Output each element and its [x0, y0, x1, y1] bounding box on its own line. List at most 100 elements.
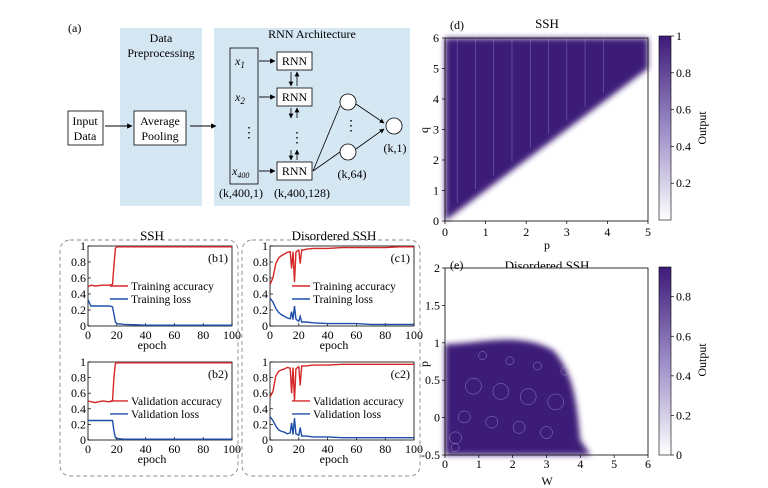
y-tick-label: 0 — [80, 319, 86, 333]
colorbar-tick-label: 0.2 — [676, 176, 691, 190]
contour-line — [547, 393, 564, 411]
x-tick-label: 0 — [85, 328, 91, 342]
x-tick-label: 6 — [645, 457, 651, 471]
y-tick-label: 0.4 — [253, 287, 268, 301]
panel-e: Disordered SSH 0 1 2 3 4 5 6-0.500.511.52 (e) … — [417, 258, 709, 488]
preprocessing-title-2: Preprocessing — [127, 46, 194, 60]
input-data-label-1: Input — [72, 114, 98, 128]
colorbar-tick-label: 1 — [676, 29, 682, 43]
legend-label: Training accuracy — [131, 281, 214, 293]
dense-neuron-bottom — [339, 143, 357, 161]
rnn-architecture-title: RNN Architecture — [268, 27, 356, 41]
rnn-cell-1-label: RNN — [282, 54, 308, 68]
y-tick-label: 1.5 — [425, 298, 440, 312]
y-tick-label: 2 — [434, 261, 440, 275]
colorbar-d-ticks: 0.2 0.4 0.6 0.8 1 — [671, 29, 691, 190]
panel-c-border — [241, 239, 421, 477]
chart-c1: 0 0.2 0.4 0.6 0.8 1 0 20 40 60 80 100 epoch (c1) Train… — [253, 239, 423, 352]
panel-d-ylabel: q — [417, 127, 431, 133]
x-tick-label: 3 — [544, 457, 550, 471]
contour-line — [560, 366, 570, 376]
subplot-label: (b1) — [208, 251, 228, 265]
x-axis-label: epoch — [138, 338, 167, 352]
contour-line — [533, 361, 542, 371]
y-tick-label: 1 — [262, 355, 268, 369]
y-tick-label: 0.2 — [71, 417, 86, 431]
dense-dots: ⋮ — [344, 119, 358, 134]
y-tick-label: 0.4 — [71, 402, 86, 416]
y-tick-label: 4 — [433, 92, 439, 106]
x-tick-label: 20 — [111, 442, 123, 456]
rnn-cell-400 — [276, 161, 313, 181]
x-tick-label: 5 — [645, 225, 651, 239]
y-tick-label: 0.6 — [71, 386, 86, 400]
colorbar-tick-label: 0.4 — [676, 139, 691, 153]
x-axis-label: epoch — [320, 338, 349, 352]
x-tick-label: 60 — [350, 442, 362, 456]
input-data-box — [67, 110, 104, 146]
colorbar-e-ticks: 0 0.2 0.4 0.6 0.8 — [671, 290, 691, 462]
y-tick-label: 0.8 — [253, 255, 268, 269]
y-tick-label: 0.2 — [71, 303, 86, 317]
x-tick-label: 60 — [168, 328, 180, 342]
rnn-dots: ⋮ — [290, 131, 304, 146]
x-tick-label: 40 — [322, 328, 334, 342]
shape-input: (k,400,1) — [219, 186, 263, 200]
plot-frame — [269, 245, 415, 327]
y-tick-label: 0.6 — [253, 271, 268, 285]
subplot-label: (c2) — [391, 367, 410, 381]
contour-line — [478, 351, 487, 360]
x-tick-label: 40 — [140, 442, 152, 456]
contour-line — [519, 388, 537, 405]
shape-rnn: (k,400,128) — [274, 186, 330, 200]
x-tick-label: 0 — [442, 457, 448, 471]
x-tick-label: 20 — [293, 328, 305, 342]
colorbar-tick-label: 0 — [676, 448, 682, 462]
x-tick-label: 80 — [379, 442, 391, 456]
pooling-label-2: Pooling — [141, 129, 178, 143]
y-tick-label: 1 — [80, 355, 86, 369]
y-tick-label: 0.2 — [253, 417, 268, 431]
average-pooling-box — [133, 110, 187, 146]
x-tick-label: 100 — [405, 328, 423, 342]
dense-to-out-1 — [355, 103, 385, 124]
y-tick-label: 1 — [434, 336, 440, 350]
x-tick-label: 60 — [350, 328, 362, 342]
x-tick-label: 100 — [405, 442, 423, 456]
subplot-label: (b2) — [208, 367, 228, 381]
panel-d-label: (d) — [450, 18, 464, 32]
colorbar-e — [658, 266, 672, 456]
contour-line — [450, 443, 460, 452]
pooling-label-1: Average — [140, 114, 180, 128]
dense-to-out-2 — [355, 128, 385, 150]
y-tick-label: 6 — [433, 31, 439, 45]
y-tick-label: 0 — [80, 433, 86, 447]
x-tick-label: 20 — [293, 442, 305, 456]
x-tick-label: 0 — [267, 328, 273, 342]
series-line-accuracy — [87, 246, 232, 288]
rnn-to-dense-2 — [312, 151, 341, 172]
y-tick-label: 0.4 — [71, 287, 86, 301]
legend-label: Training loss — [131, 294, 191, 306]
x-tick-label: 0 — [85, 442, 91, 456]
y-tick-label: 0 — [433, 214, 439, 228]
legend-label: Validation loss — [131, 409, 200, 421]
chart-b2: 0 0.20.4 0.60.8 1 0 20 40 60 80 100 epoch (b2) Valid… — [71, 355, 241, 466]
x-tick-label: 100 — [223, 442, 241, 456]
panel-c-title: Disordered SSH — [292, 228, 377, 243]
x-tick-label: 20 — [111, 328, 123, 342]
y-tick-label: 0.2 — [253, 303, 268, 317]
y-tick-label: 1 — [262, 239, 268, 253]
colorbar-e-label: Output — [695, 343, 709, 377]
x-tick-label: 1 — [483, 225, 489, 239]
rnn-cell-400-label: RNN — [282, 164, 308, 178]
x-axis-label: epoch — [138, 452, 167, 466]
series-line-accuracy — [87, 362, 232, 404]
colorbar-tick-label: 0.6 — [676, 103, 691, 117]
topological-region — [445, 339, 591, 455]
x-tick-label: 100 — [223, 328, 241, 342]
y-tick-label: 0.8 — [71, 371, 86, 385]
legend-label: Validation accuracy — [313, 396, 404, 408]
contour-line — [492, 383, 510, 400]
rnn-cell-1 — [276, 51, 313, 71]
